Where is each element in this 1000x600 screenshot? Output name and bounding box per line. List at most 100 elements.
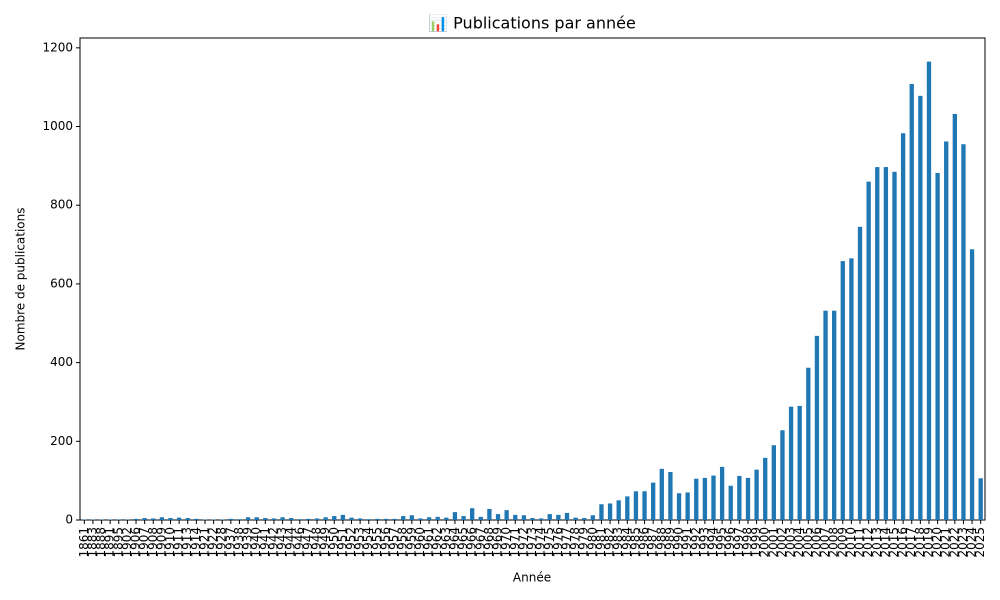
x-tick-label: 2019 (921, 527, 935, 558)
x-tick-label: 1992 (689, 527, 703, 558)
x-tick-label: 2002 (775, 527, 789, 558)
x-tick-label: 1910 (163, 527, 177, 558)
x-tick-label: 1998 (740, 527, 754, 558)
bar (392, 518, 397, 520)
x-tick-label: 2013 (870, 527, 884, 558)
x-tick-label: 1981 (594, 527, 608, 558)
bar (849, 258, 854, 520)
x-tick-label: 2000 (758, 527, 772, 558)
bar (478, 516, 483, 520)
x-tick-label: 1967 (473, 527, 487, 558)
chart-title: 📊 Publications par année (428, 14, 636, 33)
bar (952, 113, 957, 521)
bar (926, 61, 932, 521)
x-tick-label: 2021 (939, 527, 953, 558)
bar (159, 517, 165, 520)
bar (254, 517, 259, 520)
x-tick-label: 1888 (94, 527, 108, 558)
bar (823, 310, 828, 520)
x-tick-label: 1907 (137, 527, 151, 558)
bar (694, 478, 699, 520)
x-tick-label: 2007 (818, 527, 832, 558)
x-tick-label: 1979 (577, 527, 591, 558)
x-tick-label: 1994 (706, 527, 720, 558)
x-tick-label: 1941 (258, 527, 272, 558)
bar (151, 518, 156, 520)
x-tick-label: 1909 (154, 527, 168, 558)
x-tick-label: 1961 (422, 527, 436, 558)
y-tick-label: 600 (50, 276, 73, 290)
x-tick-label: 1962 (430, 527, 444, 558)
x-tick-label: 1953 (353, 527, 367, 558)
x-tick-label: 1943 (275, 527, 289, 558)
bar (547, 514, 552, 520)
bar (978, 478, 983, 520)
x-tick-label: 1938 (232, 527, 246, 558)
x-tick-label: 2001 (766, 527, 780, 558)
bar (452, 512, 458, 520)
bar (409, 515, 414, 520)
bar (969, 249, 975, 520)
x-tick-label: 2010 (844, 527, 858, 558)
x-tick-label: 1947 (301, 527, 315, 558)
bar (582, 518, 587, 520)
x-tick-label: 1977 (559, 527, 573, 558)
x-tick-label: 2003 (784, 527, 798, 558)
bar (866, 181, 871, 520)
x-tick-label: 1984 (620, 527, 634, 558)
bar (340, 514, 346, 520)
bar (840, 261, 845, 520)
x-tick-label: 1966 (465, 527, 479, 558)
bar (280, 517, 285, 520)
x-tick-label: 1991 (680, 527, 694, 558)
x-tick-label: 1985 (628, 527, 642, 558)
x-tick-label: 1997 (732, 527, 746, 558)
x-tick-label: 1995 (715, 527, 729, 558)
bar (495, 514, 501, 520)
bar (245, 517, 251, 520)
x-tick-label: 2024 (965, 527, 979, 558)
x-tick-label: 2015 (887, 527, 901, 558)
x-tick-label: 1946 (292, 527, 306, 558)
bar (357, 518, 363, 520)
x-tick-label: 1965 (456, 527, 470, 558)
bar (444, 517, 449, 520)
x-tick-label: 1969 (491, 527, 505, 558)
x-tick-label: 2017 (904, 527, 918, 558)
x-tick-label: 1948 (310, 527, 324, 558)
x-tick-label: 1970 (499, 527, 513, 558)
x-tick-label: 2014 (878, 527, 892, 558)
bar (176, 517, 182, 520)
x-tick-label: 1908 (146, 527, 160, 558)
bar (401, 516, 406, 520)
bar (237, 519, 242, 520)
x-axis-label: Année (513, 571, 551, 585)
bar (797, 405, 802, 520)
bar (185, 518, 190, 520)
x-tick-label: 1891 (103, 527, 117, 558)
bar (935, 172, 940, 520)
x-tick-label: 2011 (853, 527, 867, 558)
bar (142, 518, 147, 520)
bar (375, 518, 380, 520)
bar (728, 485, 733, 520)
bar (521, 515, 527, 520)
x-tick-label: 1928 (215, 527, 229, 558)
x-tick-label: 1976 (551, 527, 565, 558)
bar (702, 477, 708, 520)
x-tick-label: 1988 (654, 527, 668, 558)
bar (297, 519, 302, 520)
x-tick-label: 1989 (663, 527, 677, 558)
x-tick-label: 1895 (111, 527, 125, 558)
x-tick-label: 1883 (85, 527, 99, 558)
bar (590, 515, 595, 520)
x-tick-label: 1913 (180, 527, 194, 558)
bar (323, 517, 328, 520)
x-tick-label: 1960 (413, 527, 427, 558)
x-tick-label: 2018 (913, 527, 927, 558)
bar (366, 519, 371, 520)
x-tick-label: 1975 (542, 527, 556, 558)
bar (538, 518, 544, 520)
bar (418, 518, 423, 520)
